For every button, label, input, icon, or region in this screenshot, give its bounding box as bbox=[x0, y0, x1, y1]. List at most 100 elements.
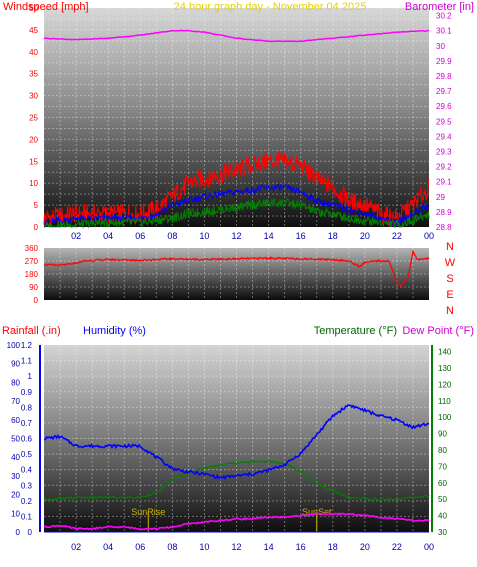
barometer-tick-label: 28.8 bbox=[436, 223, 452, 232]
humidity-tick-label: 70 bbox=[11, 397, 20, 406]
windspeed-tick-label: 5 bbox=[34, 201, 39, 210]
series-line-dewpoint bbox=[43, 512, 430, 531]
barometer-tick-label: 30 bbox=[436, 42, 445, 51]
dewpoint-axis-label: Dew Point (°F) bbox=[402, 325, 474, 337]
barometer-tick-label: 29.4 bbox=[436, 132, 452, 141]
humidity-tick-label: 90 bbox=[11, 360, 20, 369]
x-tick-label: 22 bbox=[392, 231, 402, 241]
x-tick-label: 00 bbox=[424, 542, 434, 552]
series-line-gust bbox=[43, 151, 430, 227]
barometer-tick-label: 30.1 bbox=[436, 27, 452, 36]
direction-degree-ticks: 0 90 180 270 360 bbox=[25, 244, 39, 305]
x-tick-label: 14 bbox=[264, 231, 274, 241]
rainfall-tick-label: 1.2 bbox=[21, 341, 33, 350]
barometer-tick-label: 29.5 bbox=[436, 117, 452, 126]
humidity-tick-label: 40 bbox=[11, 453, 20, 462]
compass-label: N bbox=[446, 305, 454, 317]
temperature-axis-bar bbox=[431, 345, 433, 532]
temperature-tick-label: 40 bbox=[438, 512, 447, 521]
windspeed-tick-label: 35 bbox=[29, 70, 38, 79]
temperature-axis-label: Temperature (°F) bbox=[314, 325, 397, 337]
temperature-tick-label: 130 bbox=[438, 364, 452, 373]
x-tick-label: 14 bbox=[264, 542, 274, 552]
compass-label: E bbox=[446, 289, 453, 301]
windspeed-tick-label: 15 bbox=[29, 157, 38, 166]
barometer-tick-label: 29.8 bbox=[436, 72, 452, 81]
x-tick-label: 06 bbox=[135, 231, 145, 241]
sunrise-label: SunRise bbox=[131, 507, 165, 517]
humidity-tick-label: 50 bbox=[11, 435, 20, 444]
windspeed-axis-ticks: 0 5 10 15 20 25 30 35 40 45 50 bbox=[29, 4, 38, 232]
rainfall-tick-label: 1 bbox=[28, 372, 33, 381]
barometer-tick-label: 30.2 bbox=[436, 12, 452, 21]
compass-label: W bbox=[445, 257, 456, 269]
x-tick-label: 04 bbox=[103, 231, 113, 241]
rainfall-axis-label: Rainfall (.in) bbox=[2, 325, 61, 337]
barometer-axis-label: Barometer [in] bbox=[405, 1, 474, 13]
temperature-axis-ticks: 30 40 50 60 70 80 90 100 110 120 130 140 bbox=[438, 348, 452, 537]
humidity-tick-label: 10 bbox=[11, 509, 20, 518]
wind-time-axis-ticks: 02 04 06 08 10 12 14 16 18 20 22 00 bbox=[71, 231, 434, 241]
windspeed-tick-label: 30 bbox=[29, 92, 38, 101]
x-tick-label: 20 bbox=[360, 542, 370, 552]
rainfall-tick-label: 0.8 bbox=[21, 403, 33, 412]
rainfall-tick-label: 0.5 bbox=[21, 450, 33, 459]
temperature-tick-label: 140 bbox=[438, 348, 452, 357]
temp-humidity-panel: SunRise SunSet 00.10.20.30.40.50.60.70.80… bbox=[2, 325, 474, 552]
direction-tick-label: 90 bbox=[29, 283, 38, 292]
barometer-tick-label: 29.6 bbox=[436, 102, 452, 111]
direction-plot-background bbox=[44, 248, 429, 300]
windspeed-axis-label: Windspeed [mph] bbox=[3, 1, 89, 13]
rainfall-tick-label: 0.6 bbox=[21, 435, 33, 444]
temperature-tick-label: 60 bbox=[438, 479, 447, 488]
temperature-tick-label: 50 bbox=[438, 495, 447, 504]
humidity-tick-label: 80 bbox=[11, 378, 20, 387]
windspeed-tick-label: 45 bbox=[29, 26, 38, 35]
x-tick-label: 06 bbox=[135, 542, 145, 552]
compass-label: N bbox=[446, 241, 454, 253]
temperature-tick-label: 120 bbox=[438, 380, 452, 389]
direction-tick-label: 360 bbox=[25, 244, 39, 253]
x-tick-label: 02 bbox=[71, 231, 81, 241]
rainfall-tick-label: 0.3 bbox=[21, 481, 33, 490]
temp-series bbox=[43, 404, 430, 533]
x-tick-label: 12 bbox=[231, 542, 241, 552]
direction-grid bbox=[44, 248, 429, 300]
x-tick-label: 16 bbox=[296, 542, 306, 552]
x-tick-label: 20 bbox=[360, 231, 370, 241]
x-tick-label: 04 bbox=[103, 542, 113, 552]
graph-title: 24 hour graph day - November 04 2025 bbox=[174, 1, 367, 13]
temperature-tick-label: 100 bbox=[438, 413, 452, 422]
humidity-tick-label: 20 bbox=[11, 491, 20, 500]
x-tick-label: 16 bbox=[296, 231, 306, 241]
x-tick-label: 18 bbox=[328, 542, 338, 552]
rainfall-tick-label: 1.1 bbox=[21, 357, 33, 366]
wind-series bbox=[43, 29, 430, 229]
temp-time-axis-ticks: 02 04 06 08 10 12 14 16 18 20 22 00 bbox=[71, 542, 434, 552]
series-line-barometer bbox=[43, 29, 430, 43]
rainfall-tick-label: 0.9 bbox=[21, 388, 33, 397]
rainfall-tick-label: 0.2 bbox=[21, 497, 33, 506]
humidity-axis-ticks: 0 10 20 30 40 50 60 70 80 90 100 bbox=[7, 341, 21, 537]
barometer-tick-label: 29.2 bbox=[436, 163, 452, 172]
direction-tick-label: 270 bbox=[25, 257, 39, 266]
sunset-label: SunSet bbox=[302, 507, 332, 517]
rainfall-tick-label: 0.7 bbox=[21, 419, 33, 428]
humidity-axis-label: Humidity (%) bbox=[83, 325, 146, 337]
humidity-tick-label: 0 bbox=[16, 528, 21, 537]
humidity-tick-label: 60 bbox=[11, 416, 20, 425]
wind-grid bbox=[44, 8, 429, 227]
x-tick-label: 08 bbox=[167, 542, 177, 552]
barometer-tick-label: 28.9 bbox=[436, 208, 452, 217]
direction-tick-label: 0 bbox=[34, 296, 39, 305]
windspeed-tick-label: 0 bbox=[34, 223, 39, 232]
barometer-tick-label: 29.3 bbox=[436, 148, 452, 157]
windspeed-tick-label: 25 bbox=[29, 114, 38, 123]
barometer-tick-label: 29 bbox=[436, 193, 445, 202]
rainfall-tick-label: 0.4 bbox=[21, 466, 33, 475]
direction-tick-label: 180 bbox=[25, 270, 39, 279]
